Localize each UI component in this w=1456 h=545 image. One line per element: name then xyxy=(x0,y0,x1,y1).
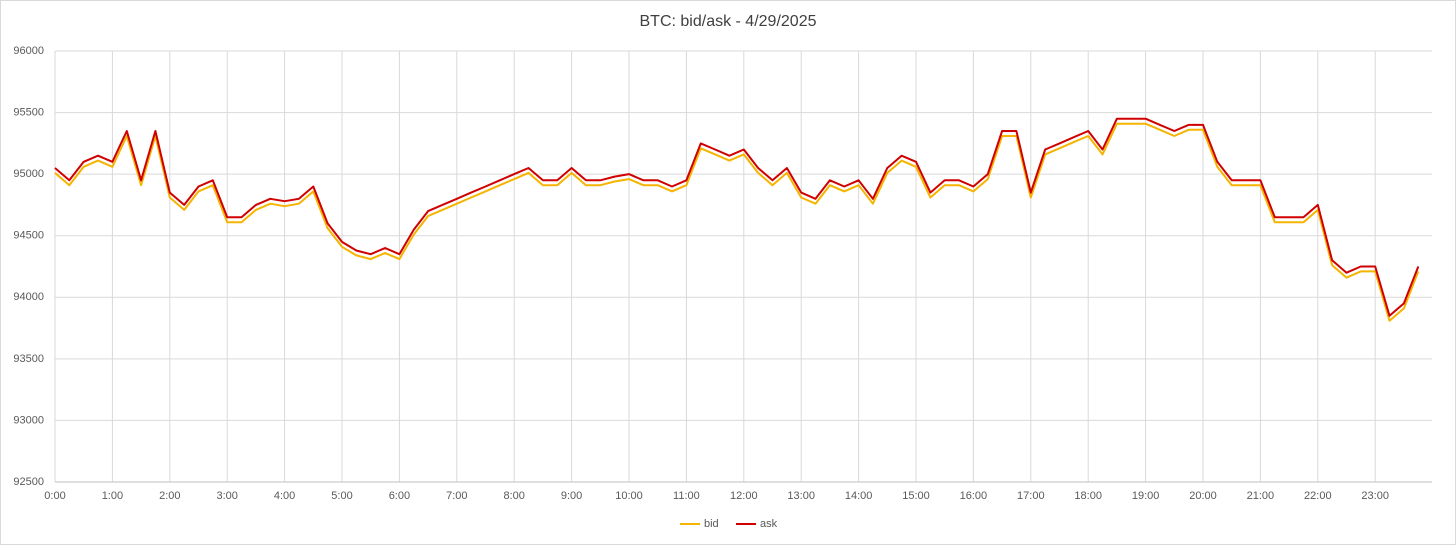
x-tick-label: 4:00 xyxy=(274,490,295,502)
x-tick-label: 10:00 xyxy=(615,490,643,502)
chart-title: BTC: bid/ask - 4/29/2025 xyxy=(640,13,817,30)
x-tick-label: 9:00 xyxy=(561,490,582,502)
x-tick-label: 8:00 xyxy=(503,490,524,502)
x-tick-label: 23:00 xyxy=(1361,490,1389,502)
y-tick-label: 93000 xyxy=(13,414,44,426)
legend-label: bid xyxy=(704,518,719,530)
x-tick-label: 0:00 xyxy=(44,490,65,502)
x-tick-label: 6:00 xyxy=(389,490,410,502)
x-tick-label: 20:00 xyxy=(1189,490,1217,502)
x-tick-label: 15:00 xyxy=(902,490,930,502)
x-tick-label: 7:00 xyxy=(446,490,467,502)
x-tick-label: 12:00 xyxy=(730,490,758,502)
x-tick-label: 16:00 xyxy=(960,490,988,502)
x-tick-label: 22:00 xyxy=(1304,490,1332,502)
legend-label: ask xyxy=(760,518,778,530)
x-tick-label: 19:00 xyxy=(1132,490,1160,502)
x-tick-label: 11:00 xyxy=(673,490,700,502)
y-tick-label: 92500 xyxy=(13,476,44,488)
x-tick-label: 17:00 xyxy=(1017,490,1045,502)
x-tick-label: 3:00 xyxy=(216,490,237,502)
y-tick-label: 94500 xyxy=(13,230,44,242)
x-tick-label: 18:00 xyxy=(1074,490,1102,502)
y-tick-label: 93500 xyxy=(13,353,44,365)
x-tick-label: 2:00 xyxy=(159,490,180,502)
x-tick-label: 1:00 xyxy=(102,490,123,502)
data-line xyxy=(54,117,1420,317)
x-tick-label: 13:00 xyxy=(787,490,815,502)
x-tick-label: 21:00 xyxy=(1247,490,1275,502)
y-tick-label: 94000 xyxy=(13,291,44,303)
y-tick-label: 96000 xyxy=(13,45,44,57)
x-tick-label: 5:00 xyxy=(331,490,352,502)
y-tick-label: 95000 xyxy=(13,168,44,180)
y-tick-label: 95500 xyxy=(13,106,44,118)
data-line xyxy=(54,122,1420,322)
x-tick-label: 14:00 xyxy=(845,490,873,502)
